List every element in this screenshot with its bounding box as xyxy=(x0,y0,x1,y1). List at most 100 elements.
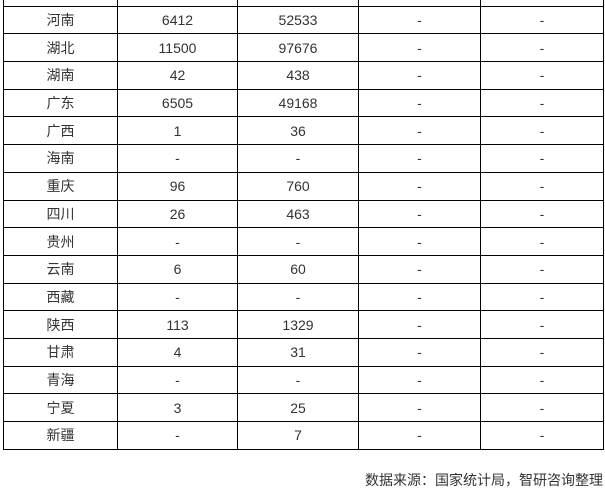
table-row: 陕西 113 1329- - xyxy=(3,310,604,339)
value-cell: - xyxy=(480,88,604,118)
table-row: 重庆 96 760- - xyxy=(3,171,604,201)
table-row: 湖南 42 438- - xyxy=(3,61,604,90)
value-cell: 6 xyxy=(117,254,238,284)
value-cell: - xyxy=(480,61,604,90)
value-cell: - xyxy=(237,227,359,256)
table-row: 甘肃 4 31- - xyxy=(3,337,604,367)
value-cell: 7 xyxy=(237,421,359,450)
value-cell: - xyxy=(358,421,481,450)
value-cell: - xyxy=(358,33,481,63)
value-cell: - xyxy=(237,365,359,395)
table-row: 新疆 -7- - xyxy=(3,421,604,450)
value-cell: 60 xyxy=(237,254,359,284)
table-container: 河南 6412 52533- - 湖北 11500 97676- - 湖南 42 438- - 广东 65… xyxy=(3,0,604,467)
table-row: 湖北 11500 97676- - xyxy=(3,33,604,63)
table-row: 云南 6 60- - xyxy=(3,254,604,284)
value-cell: 4 xyxy=(117,337,238,367)
value-cell: - xyxy=(117,227,238,256)
value-cell: - xyxy=(480,310,604,339)
province-cell: 新疆 xyxy=(3,421,118,450)
value-cell: - xyxy=(358,61,481,90)
value-cell: 113 xyxy=(117,310,238,339)
province-cell: 重庆 xyxy=(3,171,118,201)
value-cell: - xyxy=(480,5,604,35)
value-cell: 6412 xyxy=(117,5,238,35)
value-cell: 31 xyxy=(237,337,359,367)
value-cell: - xyxy=(480,171,604,201)
province-cell: 西藏 xyxy=(3,282,118,312)
value-cell: 26 xyxy=(117,199,238,229)
value-cell: - xyxy=(237,282,359,312)
value-cell: - xyxy=(480,421,604,450)
province-cell: 云南 xyxy=(3,254,118,284)
value-cell: 11500 xyxy=(117,33,238,63)
value-cell: - xyxy=(480,227,604,256)
province-cell: 陕西 xyxy=(3,310,118,339)
province-cell: 湖南 xyxy=(3,61,118,90)
value-cell: 463 xyxy=(237,199,359,229)
province-cell: 宁夏 xyxy=(3,393,118,422)
value-cell: - xyxy=(358,144,481,173)
value-cell: - xyxy=(480,254,604,284)
value-cell: 1 xyxy=(117,116,238,146)
value-cell: - xyxy=(480,282,604,312)
value-cell: - xyxy=(480,33,604,63)
province-cell: 甘肃 xyxy=(3,337,118,367)
value-cell: - xyxy=(480,116,604,146)
value-cell: - xyxy=(117,144,238,173)
value-cell: 42 xyxy=(117,61,238,90)
value-cell: 49168 xyxy=(237,88,359,118)
province-cell: 海南 xyxy=(3,144,118,173)
province-cell: 青海 xyxy=(3,365,118,395)
value-cell: 438 xyxy=(237,61,359,90)
value-cell: - xyxy=(358,393,481,422)
table-row: 广东 6505 49168- - xyxy=(3,88,604,118)
value-cell: 52533 xyxy=(237,5,359,35)
table-row: 青海 - - - - xyxy=(3,365,604,395)
value-cell: - xyxy=(358,199,481,229)
value-cell: - xyxy=(480,144,604,173)
table-row: 宁夏 3 25- - xyxy=(3,393,604,422)
table-row: 广西 1 36- - xyxy=(3,116,604,146)
value-cell: 25 xyxy=(237,393,359,422)
value-cell: 6505 xyxy=(117,88,238,118)
value-cell: 1329 xyxy=(237,310,359,339)
value-cell: - xyxy=(117,421,238,450)
table-row: 贵州 - - - - xyxy=(3,227,604,256)
province-cell: 湖北 xyxy=(3,33,118,63)
value-cell: - xyxy=(358,282,481,312)
value-cell: - xyxy=(358,337,481,367)
value-cell: - xyxy=(358,310,481,339)
value-cell: 96 xyxy=(117,171,238,201)
data-source-note: 数据来源：国家统计局，智研咨询整理 xyxy=(365,472,603,488)
value-cell: - xyxy=(358,171,481,201)
value-cell: - xyxy=(480,337,604,367)
value-cell: 36 xyxy=(237,116,359,146)
value-cell: - xyxy=(480,365,604,395)
value-cell: - xyxy=(358,5,481,35)
province-cell: 广东 xyxy=(3,88,118,118)
value-cell: 3 xyxy=(117,393,238,422)
value-cell: - xyxy=(358,116,481,146)
province-cell: 贵州 xyxy=(3,227,118,256)
value-cell: - xyxy=(358,227,481,256)
table-row: 河南 6412 52533- - xyxy=(3,5,604,35)
value-cell: - xyxy=(358,88,481,118)
value-cell: - xyxy=(358,254,481,284)
value-cell: 97676 xyxy=(237,33,359,63)
table-body: 河南 6412 52533- - 湖北 11500 97676- - 湖南 42 438- - 广东 65… xyxy=(3,0,604,450)
value-cell: - xyxy=(117,365,238,395)
province-cell: 四川 xyxy=(3,199,118,229)
value-cell: 760 xyxy=(237,171,359,201)
table-row: 四川 26 463- - xyxy=(3,199,604,229)
province-data-table: 河南 6412 52533- - 湖北 11500 97676- - 湖南 42 438- - 广东 65… xyxy=(3,0,604,450)
value-cell: - xyxy=(480,393,604,422)
value-cell: - xyxy=(237,144,359,173)
table-row: 海南 - - - - xyxy=(3,144,604,173)
table-row: 西藏 - - - - xyxy=(3,282,604,312)
value-cell: - xyxy=(480,199,604,229)
value-cell: - xyxy=(117,282,238,312)
value-cell: - xyxy=(358,365,481,395)
province-cell: 广西 xyxy=(3,116,118,146)
province-cell: 河南 xyxy=(3,5,118,35)
